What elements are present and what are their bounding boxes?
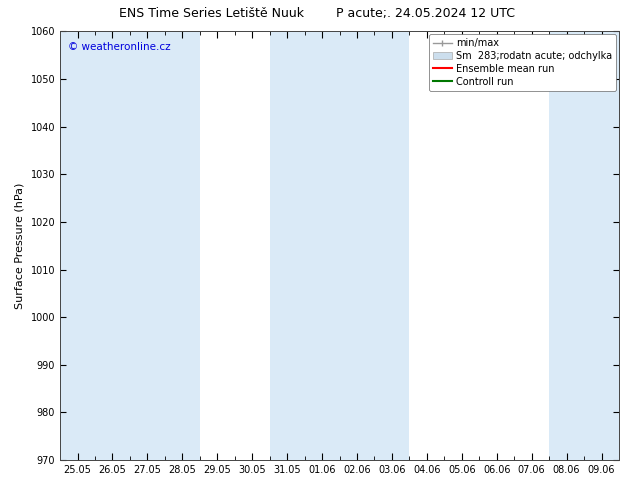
Bar (60, 31, 130, 460)
Legend: min/max, Sm  283;rodatn acute; odchylka, Ensemble mean run, Controll run: min/max, Sm 283;rodatn acute; odchylka, … (429, 34, 616, 91)
Bar (549, 31, 619, 460)
Bar (340, 31, 410, 460)
Bar (130, 31, 200, 460)
Text: © weatheronline.cz: © weatheronline.cz (68, 42, 171, 52)
Bar (269, 31, 340, 460)
Y-axis label: Surface Pressure (hPa): Surface Pressure (hPa) (15, 182, 25, 309)
Text: ENS Time Series Letiště Nuuk        P acute;. 24.05.2024 12 UTC: ENS Time Series Letiště Nuuk P acute;. 2… (119, 7, 515, 21)
